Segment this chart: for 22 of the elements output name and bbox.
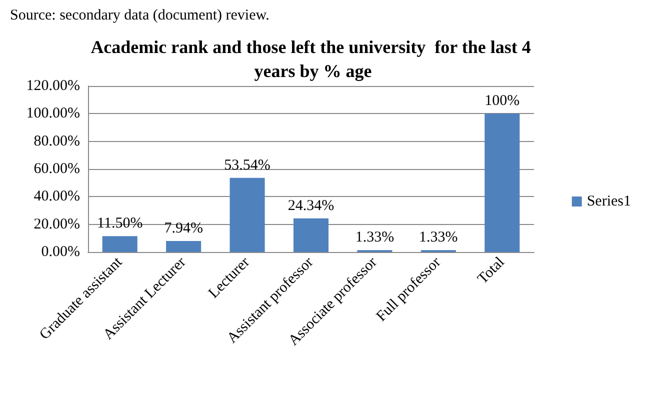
y-tick-label: 20.00%: [34, 216, 80, 232]
bar: [166, 241, 202, 252]
y-tick-label: 120.00%: [26, 78, 80, 94]
source-note: Source: secondary data (document) review.: [10, 8, 270, 24]
bar: [102, 236, 138, 252]
data-label: 7.94%: [164, 220, 203, 237]
y-tick-label: 100.00%: [26, 106, 80, 122]
data-label: 1.33%: [419, 230, 458, 246]
legend-label: Series1: [586, 194, 632, 210]
data-label: 100%: [484, 93, 520, 110]
y-tick-label: 40.00%: [34, 188, 80, 205]
chart-title: Academic rank and those left the university for the last 4 years by % age: [90, 37, 536, 81]
y-tick-label: 0.00%: [41, 244, 80, 260]
bar: [293, 218, 329, 252]
bar: [484, 114, 520, 252]
data-label: 11.50%: [97, 216, 143, 232]
y-tick-label: 80.00%: [34, 133, 80, 150]
data-label: 24.34%: [288, 198, 334, 214]
data-label: 1.33%: [355, 230, 394, 246]
data-label: 53.54%: [224, 157, 270, 174]
bar: [230, 178, 265, 252]
y-tick-label: 60.00%: [34, 161, 80, 177]
